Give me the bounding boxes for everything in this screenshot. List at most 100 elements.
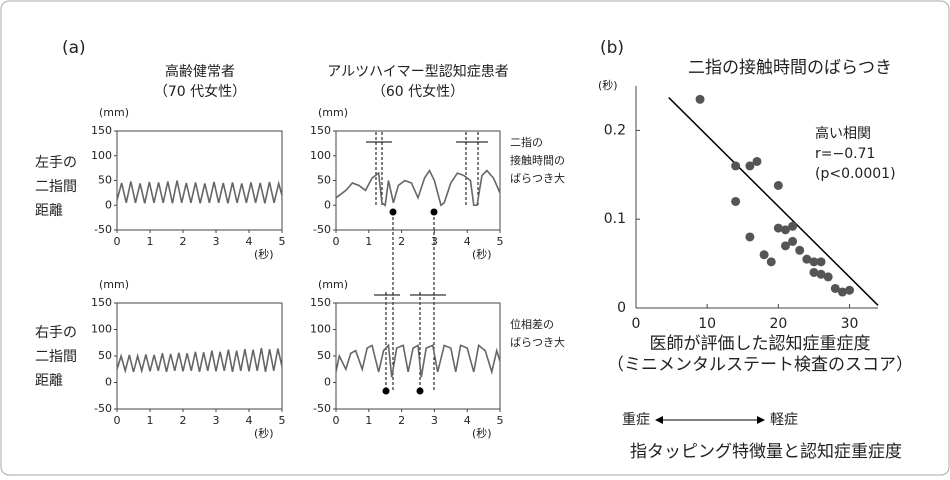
y-tick-label: 100	[310, 323, 331, 336]
point	[802, 254, 812, 264]
x-tick-label: 4	[464, 235, 471, 248]
x-tick-label: 5	[497, 414, 504, 427]
x-tick-label: 3	[431, 414, 438, 427]
x-tick-label: 2	[398, 414, 405, 427]
point	[695, 94, 705, 104]
x-tick-label: 2	[398, 235, 405, 248]
y-tick-label: 100	[310, 149, 331, 162]
point	[809, 267, 819, 277]
severity-label: 重症	[622, 412, 650, 428]
x-tick-label: 2	[180, 235, 187, 248]
x-label: 医師が評価した認知症重症度	[650, 334, 871, 354]
arrows	[366, 141, 488, 296]
point	[788, 221, 798, 231]
row-label: 距離	[35, 202, 63, 219]
x-tick-label: 5	[279, 235, 286, 248]
y-tick-label: 0.1	[604, 211, 626, 227]
caption: 指タッピング特徴量と認知症重症度	[630, 442, 902, 462]
point	[816, 257, 826, 267]
y-tick-label: 150	[91, 124, 112, 137]
y-tick-label: 150	[310, 296, 331, 309]
x-unit: (秒)	[472, 247, 492, 261]
row-label: 二指間	[35, 179, 77, 195]
annotation: ばらつき大	[510, 335, 565, 349]
column-title: 高齢健常者	[165, 63, 235, 80]
annotation: 位相差の	[510, 317, 554, 331]
point	[830, 283, 840, 293]
x-tick-label: 0	[333, 414, 340, 427]
x-tick-label: 1	[365, 414, 372, 427]
y-tick-label: 0	[324, 198, 331, 211]
x-tick-label: 1	[365, 235, 372, 248]
y-tick-label: 0	[105, 376, 112, 389]
annotation: 高い相関	[815, 125, 871, 142]
markers	[382, 208, 438, 395]
x-tick-label: 3	[213, 235, 220, 248]
y-tick-label: -50	[94, 402, 112, 415]
y-tick-label: 0.2	[604, 122, 626, 138]
x-tick-label: 20	[769, 316, 787, 332]
y-tick-label: 0	[617, 300, 626, 316]
x-label-note: （ミニメンタルステート検査のスコア）	[607, 355, 913, 375]
x-tick-label: 4	[246, 235, 253, 248]
x-tick-label: 4	[246, 414, 253, 427]
x-unit: (秒)	[472, 426, 492, 440]
y-tick-label: 100	[91, 323, 112, 336]
guides	[375, 132, 479, 390]
signal	[335, 169, 501, 207]
x-tick-label: 3	[213, 414, 220, 427]
point	[816, 269, 826, 279]
y-tick-label: 0	[105, 198, 112, 211]
point	[823, 272, 833, 282]
point	[731, 161, 741, 171]
x-tick-label: 30	[841, 316, 859, 332]
point	[766, 257, 776, 267]
x-tick-label: 5	[279, 414, 286, 427]
x-unit: (秒)	[254, 426, 274, 440]
point	[788, 236, 798, 246]
point	[731, 196, 741, 206]
x-tick-label: 5	[497, 235, 504, 248]
row-label: 右手の	[35, 325, 77, 341]
panel-label: (a)	[62, 38, 86, 58]
severity-label: 軽症	[770, 412, 798, 428]
y-tick-label: 0	[324, 376, 331, 389]
y-tick-label: 150	[310, 124, 331, 137]
y-unit: (mm)	[318, 106, 348, 119]
point	[809, 257, 819, 267]
annotation: 二指の	[510, 135, 543, 149]
point	[795, 245, 805, 255]
x-tick-label: 3	[431, 235, 438, 248]
y-tick-label: -50	[313, 402, 331, 415]
x-tick-label: 10	[698, 316, 716, 332]
row-label: 二指間	[35, 349, 77, 365]
y-tick-label: 100	[91, 149, 112, 162]
annotation: 接触時間の	[510, 153, 565, 167]
annotation: r=−0.71	[815, 146, 875, 162]
x-tick-label: 0	[333, 235, 340, 248]
x-tick-label: 1	[147, 235, 154, 248]
column-title: アルツハイマー型認知症患者	[327, 63, 509, 80]
signal	[335, 343, 501, 378]
point	[780, 241, 790, 251]
chart-title: 二指の接触時間のばらつき	[688, 58, 892, 78]
y-unit: (mm)	[318, 278, 348, 291]
y-tick-label: 150	[91, 296, 112, 309]
y-tick-label: 50	[317, 174, 331, 187]
x-tick-label: 0	[114, 235, 121, 248]
x-tick-label: 0	[114, 414, 121, 427]
point	[773, 223, 783, 233]
annotation: ばらつき大	[510, 171, 565, 185]
y-tick-label: 50	[317, 349, 331, 362]
y-tick-label: 50	[98, 349, 112, 362]
y-unit: (秒)	[598, 78, 618, 92]
panel-label: (b)	[600, 38, 624, 58]
point	[745, 161, 755, 171]
column-title: （70 代女性）	[154, 83, 246, 100]
x-tick-label: 1	[147, 414, 154, 427]
point	[780, 225, 790, 235]
annotation: (p<0.0001)	[815, 166, 896, 182]
row-label: 左手の	[35, 155, 77, 171]
x-tick-label: 0	[632, 316, 641, 332]
